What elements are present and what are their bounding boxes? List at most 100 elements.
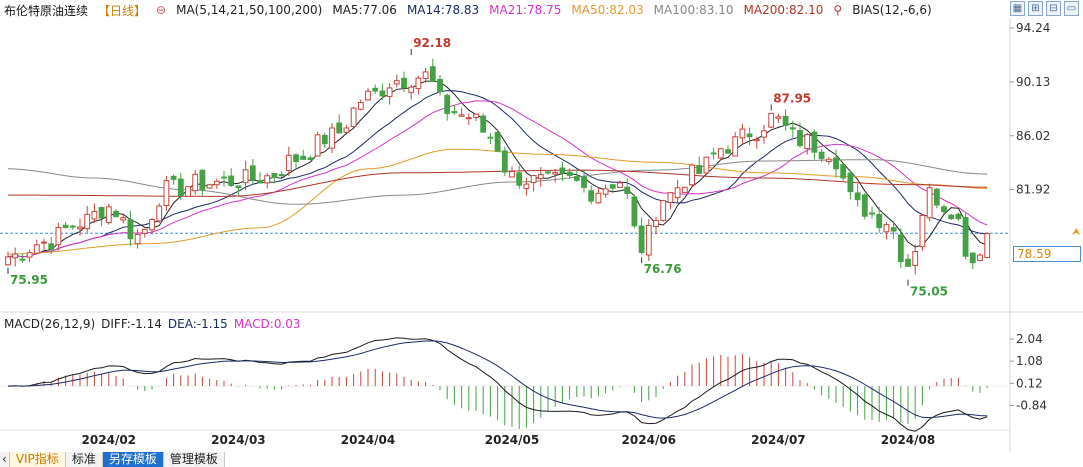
- candle-body: [725, 149, 731, 154]
- candle-body: [141, 228, 148, 234]
- tab-manage-template[interactable]: 管理模板: [163, 452, 225, 467]
- candle-body: [156, 205, 163, 222]
- candle-body: [782, 115, 789, 126]
- candle-body: [624, 186, 631, 194]
- candle-body: [26, 252, 33, 258]
- candle-body: [69, 225, 76, 228]
- candle-body: [645, 224, 652, 256]
- ma-params[interactable]: MA(5,14,21,50,100,200): [176, 3, 323, 17]
- candle-body: [350, 107, 357, 127]
- bottom-tab-bar: ‹ VIP指标 标准 另存模板 管理模板: [0, 452, 1083, 467]
- candle-body: [869, 212, 875, 215]
- macd-dea-line: [7, 340, 988, 419]
- ma-line-ma100: [7, 159, 988, 205]
- candle-body: [833, 157, 839, 170]
- price-chart[interactable]: 94.24 90.13 86.02 81.92 ⮝ 2024/02 2024/03 2024/…: [0, 0, 1083, 452]
- candle-body: [897, 234, 904, 263]
- candle-body: [919, 214, 926, 248]
- grid-icon[interactable]: ▦: [1010, 1, 1025, 16]
- candle-body: [674, 187, 681, 199]
- candle-body: [732, 136, 739, 157]
- candle-body: [703, 156, 710, 174]
- candle-body: [487, 136, 494, 139]
- candle-body: [321, 134, 328, 145]
- candle-body: [948, 214, 955, 220]
- extreme-price-label: 87.95: [773, 91, 811, 105]
- candle-body: [840, 164, 847, 179]
- candle-body: [329, 127, 335, 149]
- candle-body: [530, 175, 537, 183]
- candle-body: [458, 114, 465, 117]
- ma-value-1: MA14:78.83: [406, 3, 480, 17]
- macd-dea: DEA:-1.15: [167, 317, 228, 331]
- chart-header: 布伦特原油连续 【日线】 ⊖ MA(5,14,21,50,100,200) MA…: [4, 1, 932, 19]
- period-tag[interactable]: 【日线】: [98, 3, 147, 18]
- candle-body: [595, 192, 602, 204]
- candle-body: [422, 71, 429, 79]
- candle-body: [480, 115, 487, 133]
- candle-body: [617, 182, 623, 188]
- time-tick-label: 2024/03: [211, 433, 265, 447]
- prev-arrow-icon[interactable]: ‹: [0, 452, 10, 467]
- expand-icon[interactable]: ▭: [1064, 1, 1079, 16]
- time-tick-label: 2024/02: [82, 433, 136, 447]
- candle-body: [667, 192, 674, 203]
- candle-body: [242, 169, 249, 184]
- ma-value-5: MA200:82.10: [743, 3, 824, 17]
- candle-body: [588, 190, 595, 202]
- candle-body: [861, 194, 868, 217]
- candle-body: [271, 173, 278, 179]
- candle-body: [228, 175, 235, 186]
- macd-tick-label: 0.12: [1016, 376, 1043, 390]
- candle-body: [213, 180, 220, 186]
- tab-vip-indicator[interactable]: VIP指标: [9, 452, 66, 467]
- bias-label[interactable]: BIAS(12,-6,6): [852, 3, 932, 17]
- candle-body: [401, 77, 407, 89]
- candle-body: [653, 219, 659, 228]
- candle-body: [91, 210, 98, 220]
- candle-body: [278, 174, 285, 177]
- ma-value-2: MA21:78.75: [489, 3, 562, 17]
- candle-body: [890, 227, 897, 232]
- tab-standard[interactable]: 标准: [65, 452, 103, 467]
- candle-body: [955, 213, 962, 220]
- candle-body: [372, 87, 379, 92]
- candle-body: [977, 254, 983, 261]
- tab-save-template[interactable]: 另存模板: [102, 452, 164, 467]
- candle-body: [710, 152, 717, 155]
- settings-icon[interactable]: ⊖: [156, 3, 167, 17]
- current-price-arrow-icon: ⮝: [1072, 227, 1081, 238]
- candle-body: [120, 217, 127, 221]
- candle-body: [681, 186, 688, 193]
- candle-body: [105, 206, 112, 223]
- price-tick-label: 86.02: [1016, 129, 1050, 143]
- candle-body: [696, 165, 703, 174]
- candle-body: [473, 113, 479, 118]
- candle-body: [509, 171, 515, 178]
- candle-body: [609, 184, 616, 189]
- instrument-title: 布伦特原油连续: [4, 3, 89, 18]
- zoom-out-icon[interactable]: ⊟: [1046, 1, 1061, 16]
- dropdown-icon[interactable]: ⚲: [833, 3, 843, 17]
- zoom-in-icon[interactable]: ⊞: [1028, 1, 1043, 16]
- chart-toolbar: ▦ ⊞ ⊟ ▭: [1010, 1, 1079, 16]
- candle-body: [199, 169, 206, 191]
- candle-body: [365, 90, 371, 101]
- candle-body: [300, 155, 307, 160]
- candle-body: [746, 133, 753, 138]
- candle-body: [113, 210, 119, 218]
- candle-body: [357, 102, 364, 110]
- candle-body: [876, 213, 883, 228]
- candle-body: [552, 171, 559, 175]
- time-tick-label: 2024/08: [881, 433, 935, 447]
- macd-params[interactable]: MACD(26,12,9): [4, 317, 96, 331]
- candle-body: [631, 196, 638, 227]
- macd-header: MACD(26,12,9) DIFF:-1.14 DEA:-1.15 MACD:…: [4, 317, 301, 331]
- candle-body: [393, 80, 400, 85]
- time-tick-label: 2024/05: [485, 433, 539, 447]
- candle-body: [206, 184, 213, 189]
- macd-tick-label: 1.08: [1016, 354, 1043, 368]
- candle-body: [933, 188, 940, 206]
- candle-body: [185, 186, 191, 197]
- candle-body: [854, 192, 861, 201]
